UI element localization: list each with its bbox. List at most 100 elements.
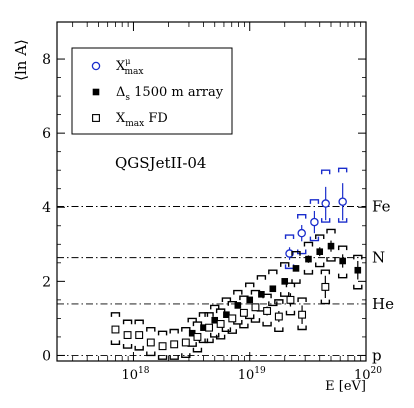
sys-bracket-lower [227, 329, 237, 334]
data-point [292, 265, 300, 272]
data-point [338, 197, 347, 206]
sys-bracket-upper [337, 167, 348, 173]
data-point [200, 324, 207, 331]
reference-label-n: N [372, 249, 385, 267]
data-point [297, 228, 306, 238]
reference-lines: Fe N He p [57, 198, 394, 364]
data-point [228, 314, 237, 323]
sys-bracket-lower [239, 323, 249, 329]
sys-bracket-upper [250, 289, 261, 295]
sys-bracket-upper [274, 299, 284, 304]
y-tick-label: 2 [42, 274, 51, 290]
legend-label-2: Xmax FD [116, 111, 168, 129]
sys-bracket-upper [268, 269, 278, 275]
data-point [286, 295, 295, 304]
sys-bracket-lower [337, 218, 348, 223]
sys-bracket-upper [122, 319, 133, 325]
data-point [158, 342, 167, 351]
sys-bracket-upper [227, 301, 237, 306]
data-point [193, 332, 202, 341]
data-point [251, 303, 260, 312]
y-tick-label: 8 [42, 52, 51, 68]
sys-bracket-upper [157, 330, 168, 336]
data-point [111, 325, 120, 334]
data-point [91, 61, 101, 71]
sys-bracket-lower [268, 301, 278, 307]
sys-bracket-upper [192, 321, 203, 327]
data-point [310, 217, 319, 227]
data-point [181, 338, 190, 347]
reference-label-p: p [372, 346, 382, 364]
sys-bracket-upper [239, 295, 249, 301]
sys-bracket-upper [169, 328, 179, 334]
data-point [239, 308, 248, 317]
data-point [92, 114, 100, 122]
sys-bracket-lower [169, 355, 179, 360]
sys-bracket-upper [245, 282, 255, 288]
sys-bracket-lower [353, 284, 363, 290]
data-point [123, 331, 132, 340]
sys-bracket-lower [134, 345, 144, 351]
data-point [298, 310, 307, 319]
sys-bracket-upper [280, 262, 290, 267]
data-point [234, 302, 242, 309]
sys-bracket-lower [285, 310, 296, 316]
sys-bracket-lower [337, 273, 348, 279]
sys-bracket-lower [303, 269, 314, 275]
sys-bracket-lower [204, 338, 214, 344]
sys-bracket-lower [320, 218, 331, 223]
sys-bracket-upper [303, 241, 314, 247]
sys-bracket-upper [315, 234, 325, 240]
sys-bracket-lower [297, 325, 307, 331]
sys-bracket-upper [353, 254, 363, 260]
plot-frame [56, 21, 367, 362]
data-point [92, 88, 100, 96]
sys-bracket-upper [221, 297, 232, 303]
sys-bracket-lower [274, 327, 284, 333]
data-point [211, 316, 219, 324]
sys-bracket-upper [215, 308, 226, 314]
data-point [321, 282, 330, 291]
sys-bracket-lower [210, 332, 220, 338]
axes: 0 2 4 6 8 1018 1019 1020 [42, 22, 382, 383]
sys-bracket-lower [221, 327, 232, 333]
sys-bracket-upper [297, 213, 307, 219]
reference-label-he: He [372, 295, 394, 313]
sys-bracket-lower [262, 321, 272, 327]
sys-bracket-upper [309, 199, 320, 204]
sys-bracket-upper [285, 282, 296, 288]
data-point [258, 291, 265, 298]
legend: Xμ max Δs 1500 m array Xmax FD [71, 47, 233, 135]
data-point [305, 255, 312, 263]
sys-bracket-lower [122, 344, 133, 349]
y-axis-label: ⟨ln A⟩ [12, 39, 30, 81]
x-tick-label: 1019 [238, 366, 266, 383]
sys-bracket-lower [291, 279, 301, 284]
sys-bracket-lower [192, 347, 203, 353]
data-point [269, 285, 277, 293]
sys-bracket-upper [146, 326, 156, 332]
legend-label-0: Xμ max [116, 57, 143, 77]
data-point [188, 329, 196, 337]
data-point [354, 266, 362, 274]
x-axis-label: E [eV] [325, 379, 366, 394]
data-point [263, 307, 272, 315]
data-point [339, 257, 346, 265]
data-point [246, 296, 254, 304]
sys-bracket-upper [297, 297, 307, 303]
series-2 [110, 269, 331, 360]
data-point [216, 320, 225, 328]
sys-bracket-upper [291, 251, 301, 256]
sys-bracket-upper [337, 245, 348, 251]
sys-bracket-lower [309, 236, 320, 242]
sys-bracket-lower [110, 340, 121, 346]
data-point [146, 338, 155, 347]
sys-bracket-lower [320, 299, 331, 305]
y-tick-label: 4 [42, 200, 51, 216]
series-0 [284, 167, 348, 270]
sys-bracket-upper [256, 275, 267, 280]
data-point [327, 242, 335, 250]
x-tick-label: 1018 [121, 366, 149, 383]
sys-bracket-upper [110, 312, 121, 317]
